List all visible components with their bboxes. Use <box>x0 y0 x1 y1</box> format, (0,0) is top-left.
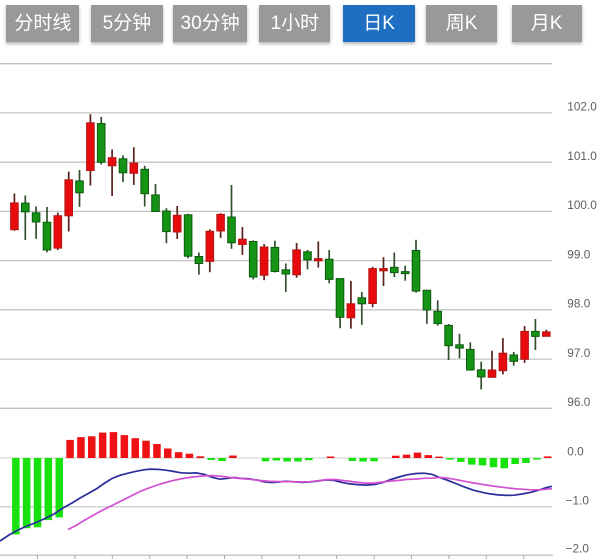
svg-text:98.0: 98.0 <box>567 297 590 311</box>
svg-text:0.0: 0.0 <box>567 444 584 458</box>
svg-text:−2.0: −2.0 <box>566 542 590 556</box>
svg-text:100.0: 100.0 <box>567 198 597 212</box>
svg-text:101.0: 101.0 <box>567 149 597 163</box>
svg-text:102.0: 102.0 <box>567 100 597 114</box>
svg-text:97.0: 97.0 <box>567 346 590 360</box>
svg-text:96.0: 96.0 <box>567 395 590 409</box>
svg-text:99.0: 99.0 <box>567 247 590 261</box>
svg-text:−1.0: −1.0 <box>566 494 590 508</box>
